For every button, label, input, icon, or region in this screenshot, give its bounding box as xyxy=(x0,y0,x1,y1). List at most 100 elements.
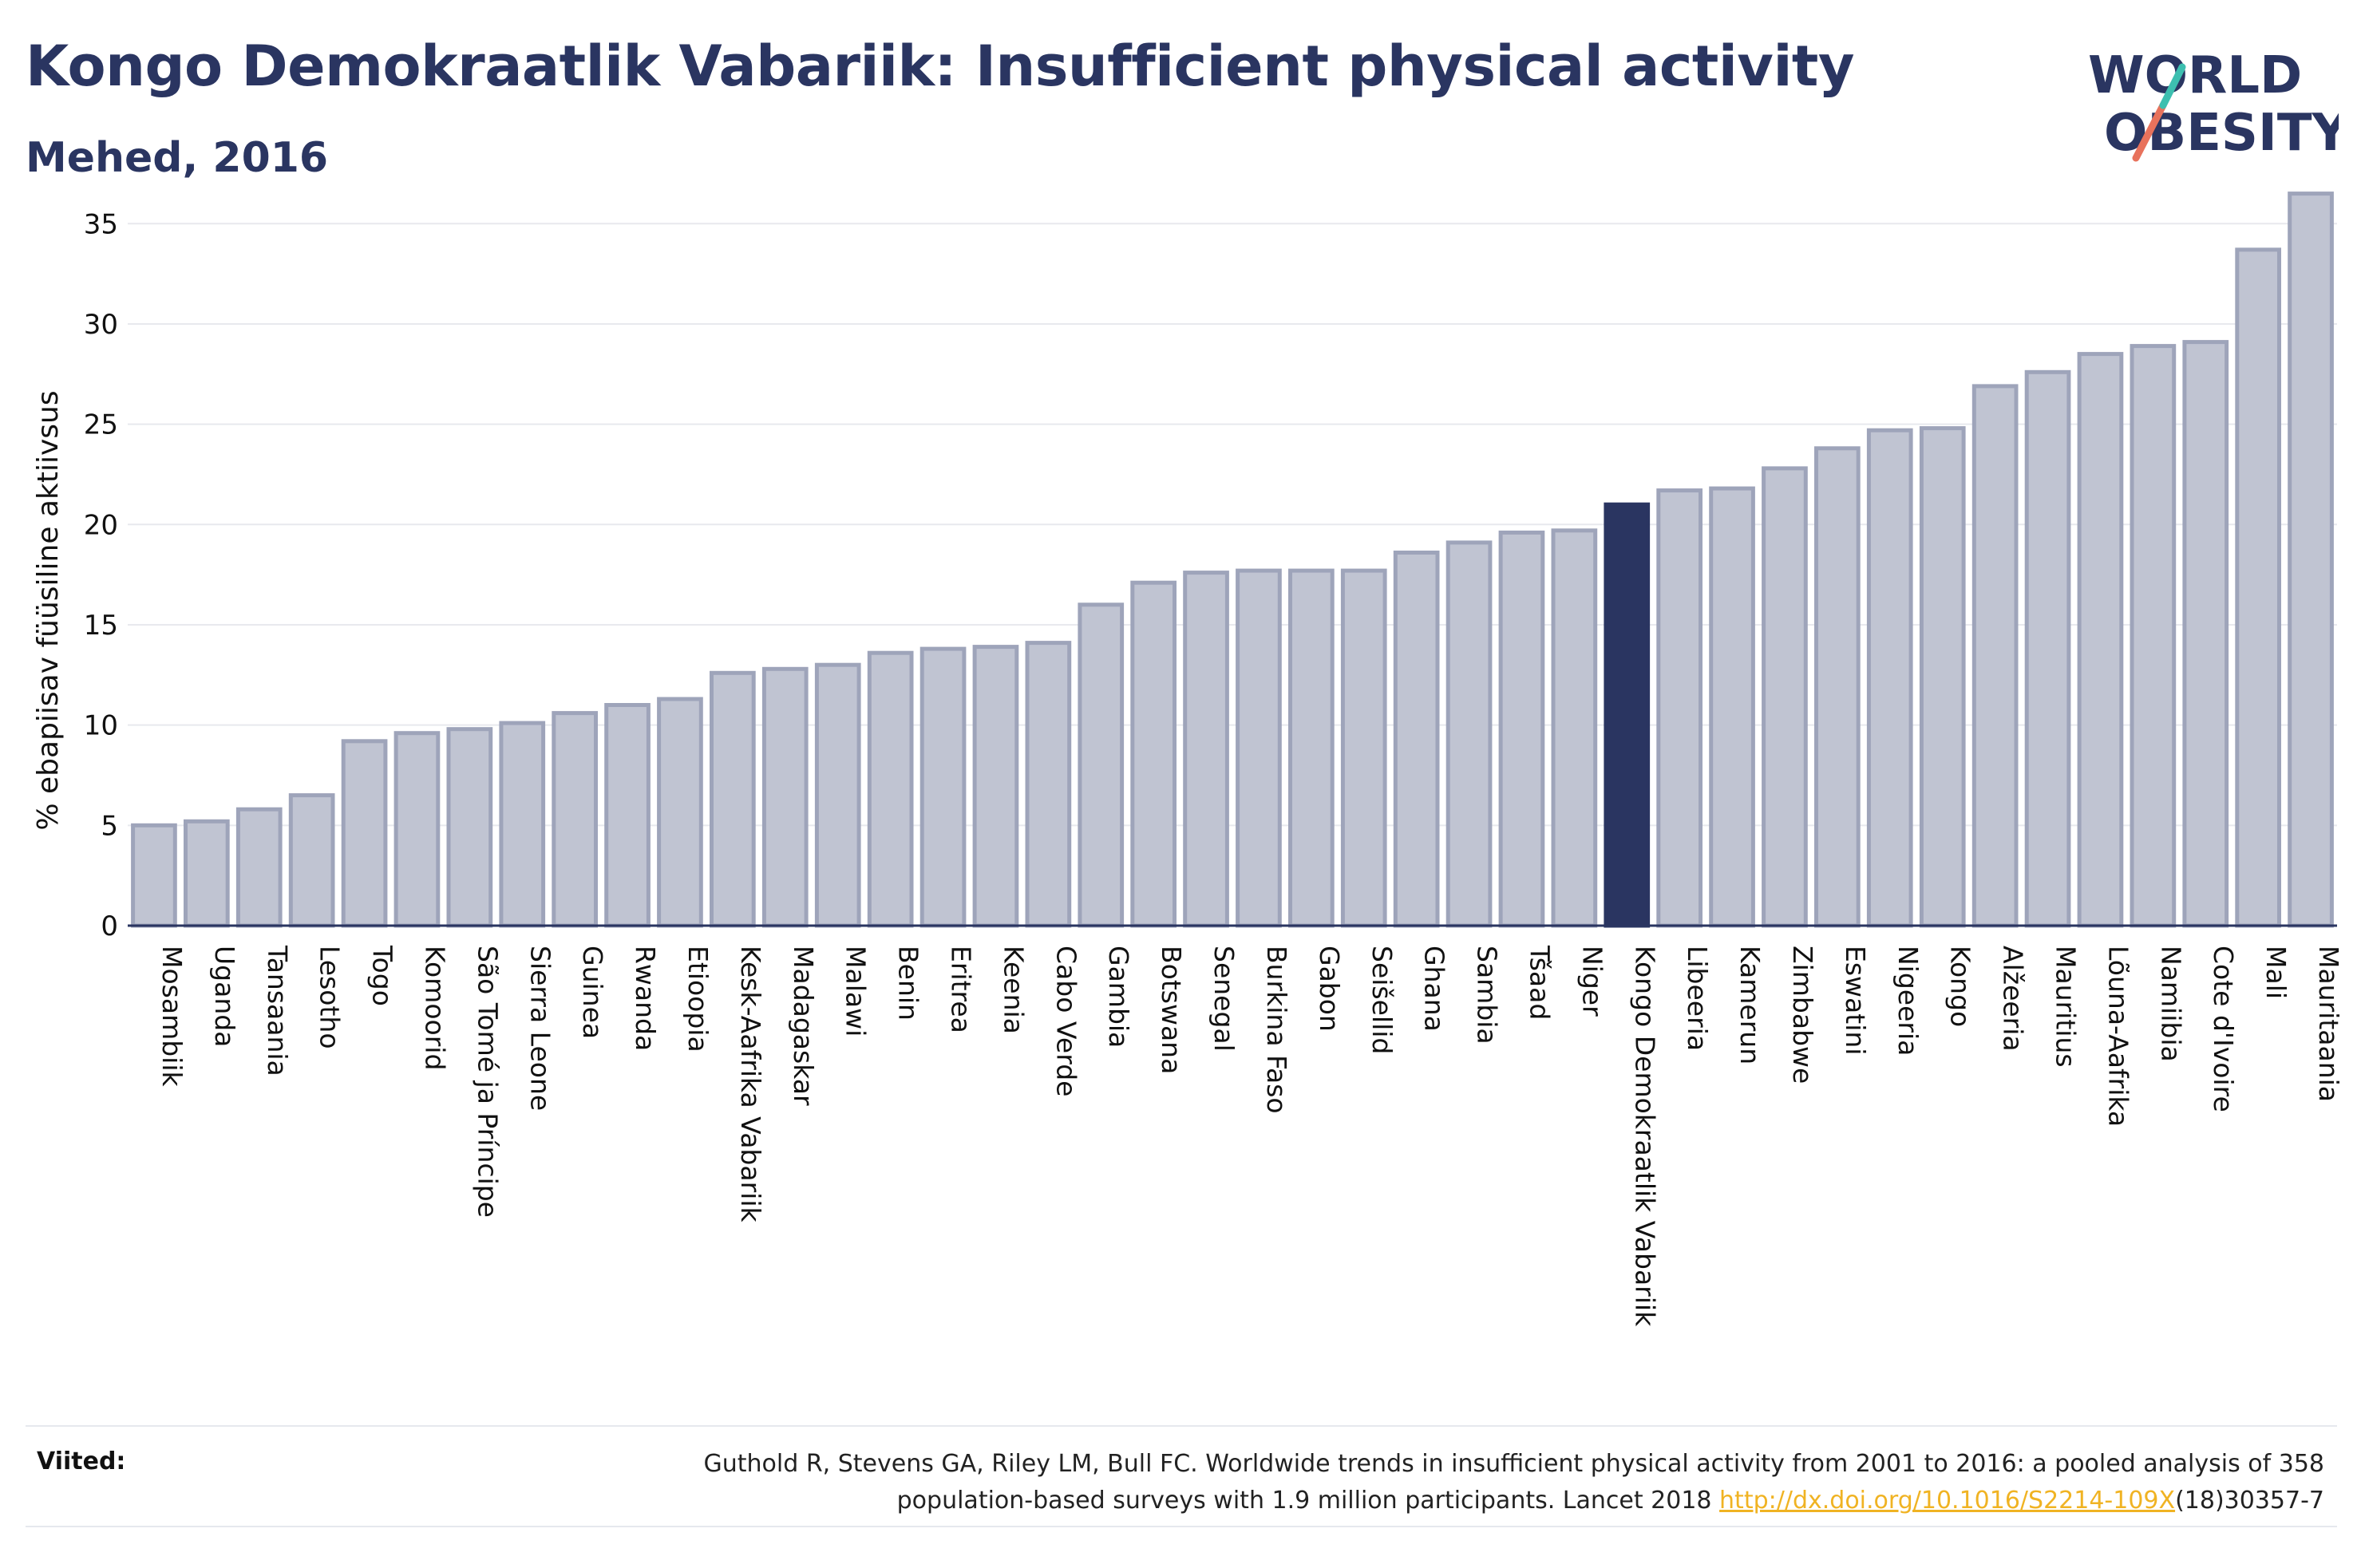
chart-title: Kongo Demokraatlik Vabariik: Insufficien… xyxy=(26,34,1855,99)
bar xyxy=(552,711,598,928)
bar xyxy=(604,703,651,928)
bar xyxy=(2024,369,2071,928)
grid-lines xyxy=(128,223,2337,827)
y-tick-label: 15 xyxy=(84,610,118,642)
y-tick-label: 20 xyxy=(84,509,118,541)
x-tick-label: Tansaania xyxy=(262,945,293,1076)
references-text: Guthold R, Stevens GA, Riley LM, Bull FC… xyxy=(488,1446,2324,1519)
x-tick-label: Mali xyxy=(2260,946,2292,999)
x-tick-label: Senegal xyxy=(1208,946,1240,1052)
x-tick-label: Sambia xyxy=(1472,946,1503,1045)
bar xyxy=(867,650,914,928)
references-line2: population-based surveys with 1.9 millio… xyxy=(488,1483,2324,1519)
x-tick-label: Nigeeria xyxy=(1892,946,1924,1056)
x-tick-label: Zimbabwe xyxy=(1787,946,1818,1084)
bar xyxy=(288,793,335,928)
bar xyxy=(657,697,703,928)
references-line2-post: (18)30357-7 xyxy=(2175,1487,2324,1515)
bar xyxy=(235,807,283,928)
x-tick-label: Lõuna-Aafrika xyxy=(2102,946,2134,1127)
bars xyxy=(131,192,2334,928)
x-tick-label: Mauritius xyxy=(2051,946,2082,1068)
bar xyxy=(1709,486,1755,928)
x-axis-labels: Mosambiik Uganda Tansaania Lesotho Togo Komoo… xyxy=(156,945,2344,1327)
x-tick-label: Libeeria xyxy=(1682,946,1713,1051)
x-tick-label: Botswana xyxy=(1156,946,1187,1074)
y-tick-label: 30 xyxy=(84,309,118,341)
bar xyxy=(446,727,493,928)
x-tick-label: Cabo Verde xyxy=(1050,946,1082,1096)
footer-divider-top xyxy=(26,1425,2337,1427)
bar xyxy=(2077,352,2124,928)
bar xyxy=(1814,446,1861,928)
bar xyxy=(1971,384,2019,928)
x-tick-label: São Tomé ja Príncipe xyxy=(472,946,503,1218)
x-tick-label: Alžeeria xyxy=(1998,946,2029,1052)
x-tick-label: Keenia xyxy=(998,946,1029,1034)
logo-slash-teal xyxy=(2159,63,2186,109)
references-line2-pre: population-based surveys with 1.9 millio… xyxy=(896,1487,1720,1515)
bar xyxy=(1656,488,1703,928)
chart-subtitle: Mehed, 2016 xyxy=(26,134,329,182)
bar xyxy=(761,666,809,928)
logo-line1: WORLD xyxy=(2088,46,2302,105)
x-tick-label: Namiibia xyxy=(2155,946,2186,1062)
bar xyxy=(2235,247,2282,928)
bar xyxy=(2288,192,2334,928)
bar xyxy=(710,670,756,928)
y-axis-label: % ebapiisav füüsiline aktiivsus xyxy=(32,390,65,830)
x-tick-label: Rwanda xyxy=(630,946,661,1051)
x-tick-label: Kongo xyxy=(1945,946,1976,1027)
x-tick-label: Seišellid xyxy=(1366,946,1398,1054)
bar-highlighted xyxy=(1604,502,1651,928)
x-tick-label: Tšaad xyxy=(1525,945,1556,1020)
x-tick-label: Kongo Demokraatlik Vabariik xyxy=(1629,946,1660,1327)
x-tick-label: Lesotho xyxy=(314,946,346,1049)
x-tick-label: Togo xyxy=(367,945,398,1006)
y-tick-label: 10 xyxy=(84,710,118,742)
x-tick-label: Eswatini xyxy=(1840,946,1871,1055)
x-tick-label: Benin xyxy=(893,946,924,1021)
x-tick-label: Ghana xyxy=(1419,946,1450,1032)
bar xyxy=(919,646,967,928)
bar xyxy=(1078,602,1125,928)
bar xyxy=(1866,428,1913,928)
bar xyxy=(814,662,861,928)
x-tick-label: Burkina Faso xyxy=(1261,946,1292,1114)
x-tick-label: Guinea xyxy=(577,946,608,1039)
y-axis-ticks: 0 5 10 15 20 25 30 35 xyxy=(84,208,118,942)
bar xyxy=(1183,571,1229,928)
bar xyxy=(1445,540,1493,928)
x-tick-label: Etioopia xyxy=(682,946,714,1053)
bar xyxy=(394,731,441,928)
x-tick-label: Cote d'Ivoire xyxy=(2208,946,2239,1112)
footer-divider-bottom xyxy=(26,1526,2337,1527)
bar-chart: 0 5 10 15 20 25 30 35 Mosambiik Uganda Tansaania L… xyxy=(32,192,2344,1327)
y-tick-label: 25 xyxy=(84,409,118,441)
x-tick-label: Uganda xyxy=(209,946,240,1047)
bar xyxy=(131,823,177,928)
bar xyxy=(1551,528,1598,928)
bar xyxy=(1236,568,1282,928)
references-doi-link[interactable]: http://dx.doi.org/10.1016/S2214-109X xyxy=(1719,1487,2176,1515)
world-obesity-logo: WORLD OBESITY xyxy=(2088,46,2339,163)
y-tick-label: 5 xyxy=(101,810,118,842)
bar xyxy=(499,721,546,928)
bar xyxy=(341,739,388,928)
bar xyxy=(1498,530,1545,928)
bar xyxy=(1919,426,1966,928)
x-tick-label: Gabon xyxy=(1314,946,1345,1032)
y-tick-label: 0 xyxy=(101,910,118,942)
bar xyxy=(2130,344,2177,928)
bar xyxy=(184,819,230,928)
x-tick-label: Mauritaania xyxy=(2313,946,2344,1102)
y-tick-label: 35 xyxy=(84,208,118,240)
x-tick-label: Malawi xyxy=(840,946,872,1037)
bar xyxy=(1130,580,1177,928)
references-line1: Guthold R, Stevens GA, Riley LM, Bull FC… xyxy=(703,1450,2324,1478)
x-tick-label: Kesk-Aafrika Vabariik xyxy=(735,946,766,1222)
bar xyxy=(1393,551,1440,928)
bar xyxy=(1288,568,1335,928)
x-tick-label: Kamerun xyxy=(1734,946,1766,1064)
bar xyxy=(2182,340,2229,928)
